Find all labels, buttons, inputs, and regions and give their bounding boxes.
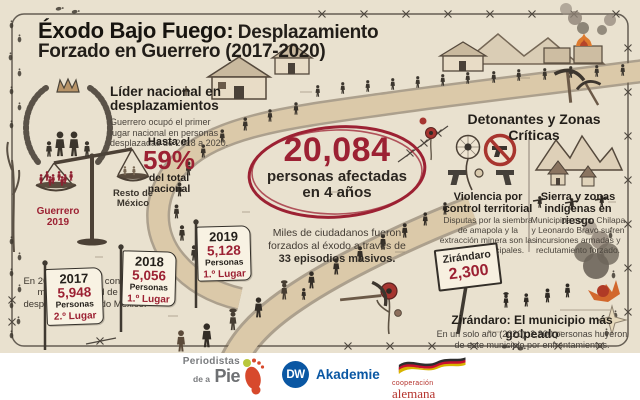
periodistas-logo: Periodistas de a Pie <box>182 356 241 386</box>
ruined-house-icon <box>182 56 273 100</box>
explosion-icon <box>560 221 620 311</box>
pickaxe-icon <box>339 68 602 307</box>
crown-icon <box>56 77 80 93</box>
sierra-body: Municipios como Chilapa y Leonardo Bravo… <box>530 215 626 255</box>
balance-scale-icon <box>35 147 150 246</box>
headline-line1: personas afectadas <box>266 168 408 185</box>
leader-heading: Líder nacional en desplazamientos <box>110 84 222 114</box>
headline-body: Miles de ciudadanos fueron forzados al é… <box>268 227 406 265</box>
stat-value: 59% <box>142 145 196 175</box>
flag-2019: 2019 5,128 Personas 1.º Lugar <box>196 225 252 282</box>
dw-monogram-icon: DW <box>282 361 309 388</box>
sierra-title: Sierra y zonas indígenas en riesgo <box>540 191 616 228</box>
family-icon <box>46 131 90 157</box>
leader-body: Guerrero ocupó el primer lugar nacional … <box>110 117 229 149</box>
scale-light-label: Resto de México <box>112 188 154 210</box>
stat-lead: Hasta el <box>147 136 191 148</box>
headline-oval <box>247 125 427 219</box>
zirandaro-body: En un solo año (2020), 2,300 personas hu… <box>436 329 628 351</box>
title-line2: Forzado en Guerrero (2017-2020) <box>38 41 326 63</box>
page-title: Éxodo Bajo Fuego: Desplazamiento Forzado… <box>38 18 379 63</box>
german-flag-ribbon-icon <box>398 357 466 374</box>
signpost <box>456 285 468 335</box>
hotspots-heading: Detonantes y Zonas Críticas <box>467 111 601 143</box>
title-emphasis: Éxodo Bajo Fuego: <box>38 18 234 43</box>
stat-tail: del total nacional <box>147 171 191 195</box>
headline-stat: 20,084 personas afectadas en 4 años <box>246 133 428 200</box>
violence-title: Violencia por control territorial <box>443 191 533 216</box>
title-rest: Desplazamiento <box>237 22 379 43</box>
headline-line2: en 4 años <box>302 184 372 201</box>
flag-2018: 2018 5,056 Personas 1.º Lugar <box>121 250 177 307</box>
barbed-wire-border <box>7 9 633 351</box>
opium-poppy-icon <box>455 134 484 191</box>
scale-heavy-label: Guerrero 2019 <box>36 206 80 229</box>
flag-2017: 2017 5,948 Personas 2.º Lugar <box>45 267 104 326</box>
zirandaro-heading: Zirándaro: El municipio más golpeado <box>451 313 613 341</box>
flag-poles <box>42 219 199 350</box>
hut-icon <box>546 160 597 187</box>
national-share-stat: Hasta el 59% del total nacional <box>138 137 200 195</box>
footer-logo-bar: Periodistas de a Pie DW Akademie coopera… <box>0 353 640 400</box>
zirandaro-sign: Zirándaro 2,300 <box>433 242 503 292</box>
cooperacion-alemana-logo: cooperación alemana DEUTSCHE ZUSAMMENARB… <box>392 354 482 400</box>
armed-figures-icon <box>532 195 608 210</box>
bare-tree-icon <box>6 141 21 253</box>
dw-akademie-logo: DW Akademie <box>282 361 380 388</box>
house-icon <box>269 41 489 75</box>
prohibition-gun-icon <box>483 133 517 167</box>
laurel-wreath-icon <box>23 77 113 165</box>
burning-village-icon <box>543 3 616 64</box>
headline-number: 20,084 <box>283 131 391 169</box>
diamond-ornament-icon <box>596 304 628 336</box>
fleeing-figures-icon <box>503 283 571 308</box>
footprint-icon <box>243 358 265 395</box>
pistol-icon <box>448 170 514 185</box>
